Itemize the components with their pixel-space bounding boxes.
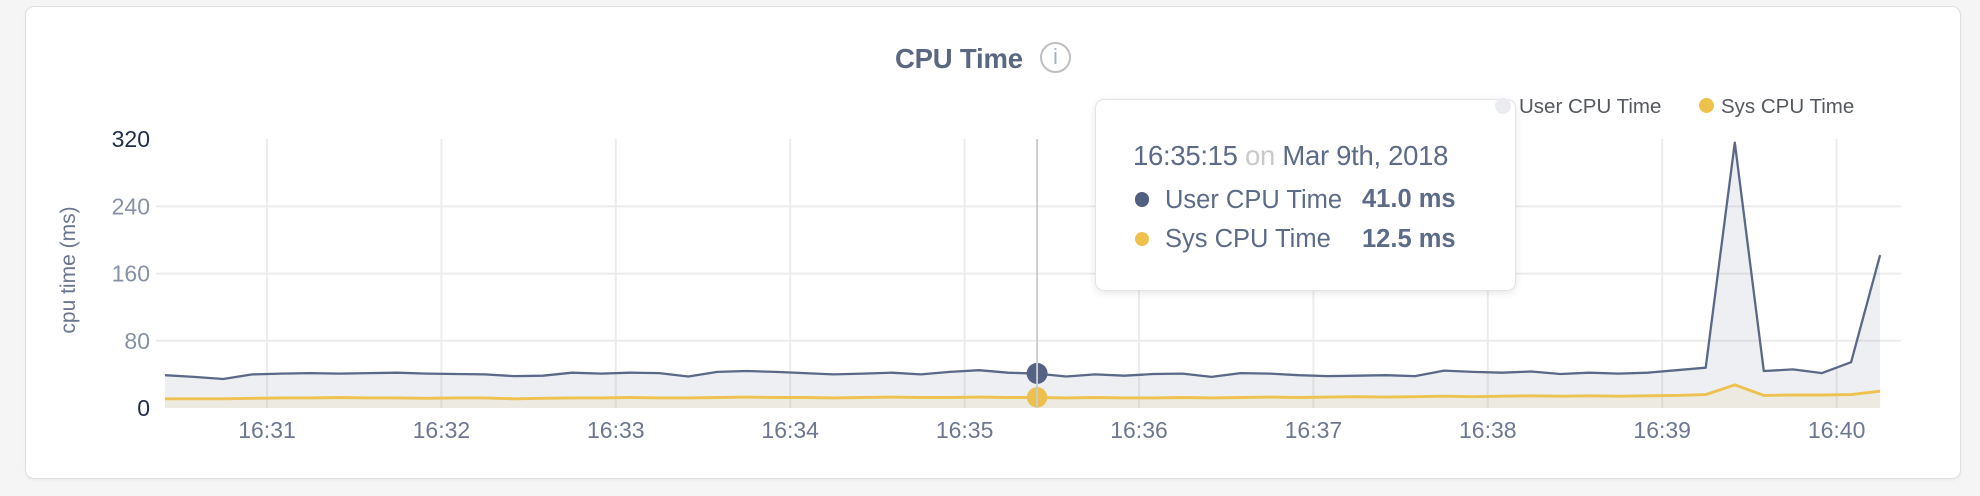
svg-text:240: 240 (112, 193, 150, 219)
svg-text:16:39: 16:39 (1633, 417, 1691, 443)
svg-text:16:31: 16:31 (238, 417, 296, 443)
svg-text:16:32: 16:32 (413, 417, 471, 443)
svg-text:16:34: 16:34 (761, 417, 819, 443)
svg-text:16:40: 16:40 (1808, 417, 1866, 443)
svg-text:16:37: 16:37 (1285, 417, 1343, 443)
svg-text:320: 320 (112, 126, 150, 152)
svg-text:0: 0 (137, 395, 150, 421)
svg-text:16:36: 16:36 (1110, 417, 1168, 443)
svg-text:16:35: 16:35 (936, 417, 994, 443)
svg-text:16:33: 16:33 (587, 417, 645, 443)
svg-text:80: 80 (124, 328, 150, 354)
svg-text:160: 160 (112, 261, 150, 287)
svg-text:16:38: 16:38 (1459, 417, 1517, 443)
